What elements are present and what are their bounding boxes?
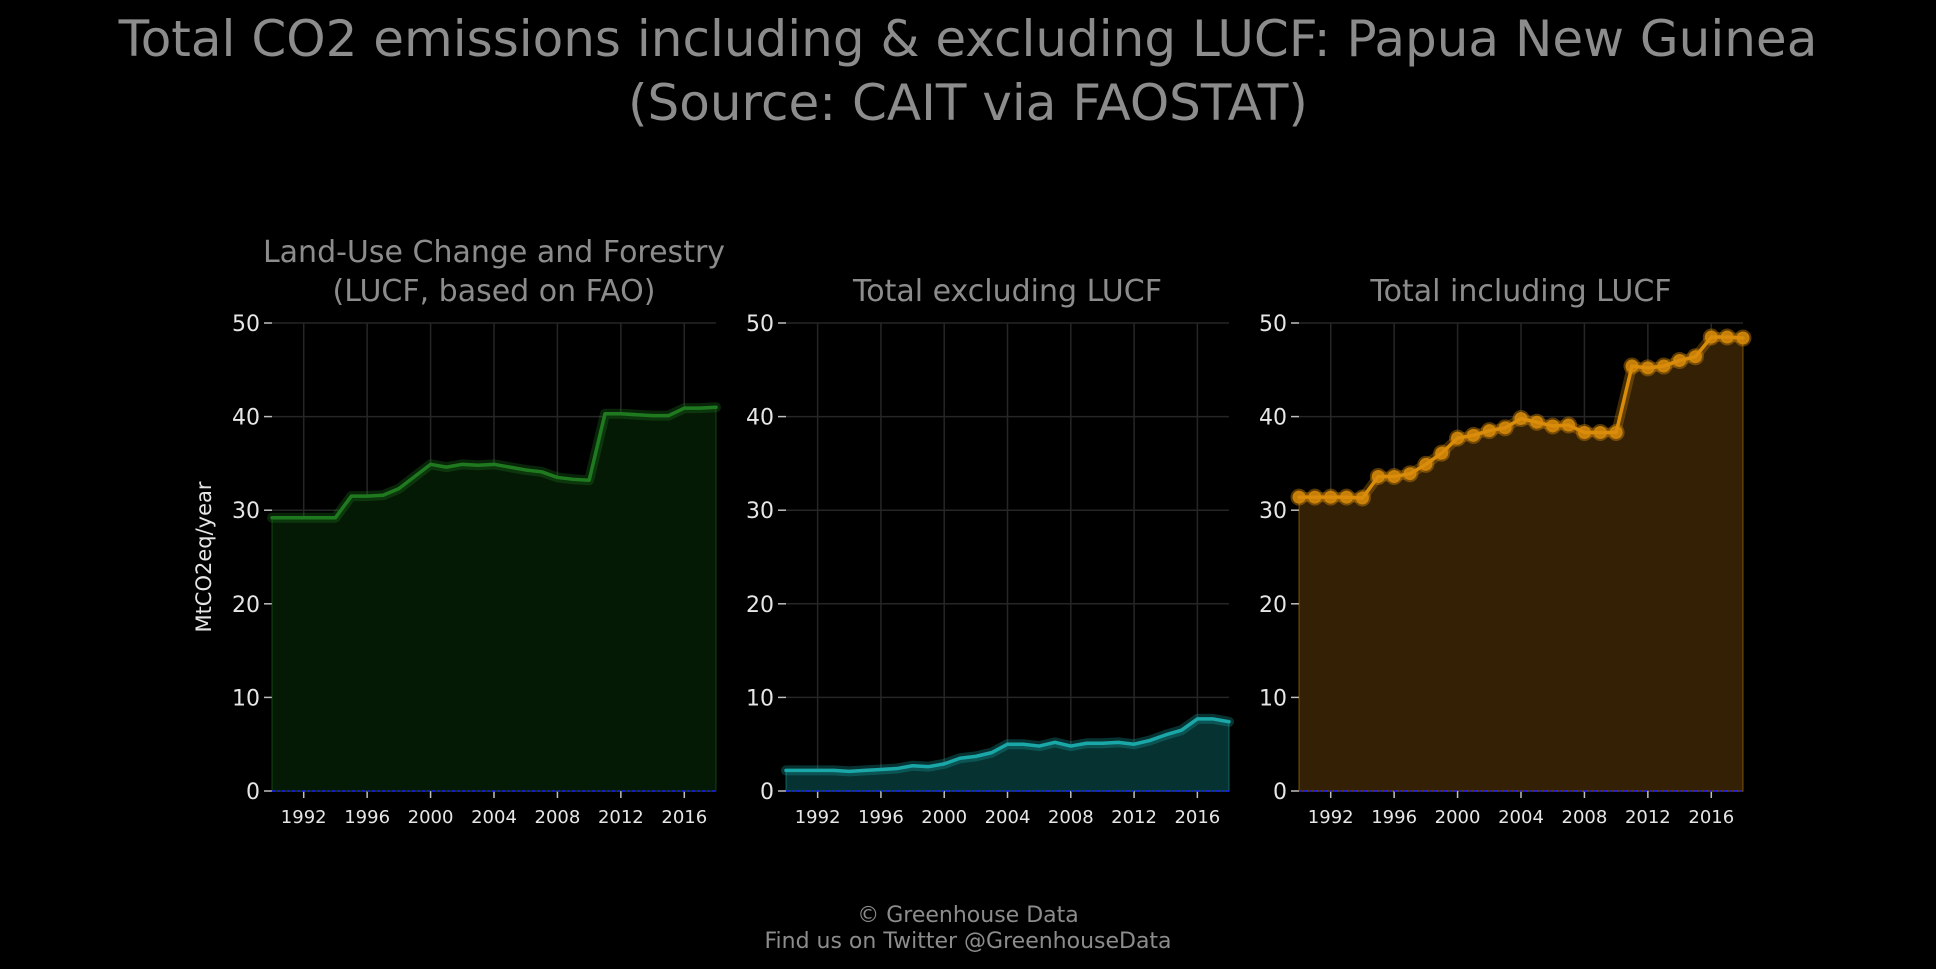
x-tick-label: 1992 bbox=[1308, 807, 1354, 828]
y-tick-label: 20 bbox=[746, 593, 774, 618]
data-point bbox=[1607, 424, 1625, 442]
y-tick-label: 20 bbox=[1259, 593, 1287, 618]
data-point bbox=[1623, 357, 1641, 375]
y-tick-label: 0 bbox=[760, 780, 774, 805]
data-point bbox=[1290, 488, 1308, 506]
data-point bbox=[1718, 328, 1736, 346]
y-tick-label: 10 bbox=[232, 686, 260, 711]
y-tick-label: 50 bbox=[746, 312, 774, 337]
y-tick-label: 30 bbox=[1259, 499, 1287, 524]
data-point bbox=[1734, 329, 1752, 347]
data-point bbox=[1480, 422, 1498, 440]
x-tick-label: 2000 bbox=[408, 807, 454, 828]
panel-title: Total including LUCF bbox=[1369, 274, 1671, 309]
y-tick-label: 20 bbox=[232, 593, 260, 618]
data-point bbox=[1322, 488, 1340, 506]
y-tick-label: 50 bbox=[1259, 312, 1287, 337]
data-point bbox=[1575, 424, 1593, 442]
data-point bbox=[1401, 465, 1419, 483]
data-point bbox=[1591, 424, 1609, 442]
x-tick-label: 2008 bbox=[1048, 807, 1094, 828]
data-point bbox=[1496, 419, 1514, 437]
x-tick-label: 2016 bbox=[1174, 807, 1220, 828]
x-tick-label: 1992 bbox=[281, 807, 327, 828]
data-point bbox=[1369, 468, 1387, 486]
y-tick-label: 40 bbox=[746, 406, 774, 431]
data-point bbox=[1655, 357, 1673, 375]
panel-total-including-lucf: 0 10 20 30 40 50 1992 1996 2000 2004 2008 2012 2016 T… bbox=[1259, 274, 1752, 828]
panel-title: (LUCF, based on FAO) bbox=[333, 274, 656, 309]
x-tick-label: 1996 bbox=[858, 807, 904, 828]
y-tick-label: 50 bbox=[232, 312, 260, 337]
y-tick-label: 30 bbox=[232, 499, 260, 524]
data-point bbox=[1702, 328, 1720, 346]
x-tick-label: 2012 bbox=[1111, 807, 1157, 828]
panel-title: Land-Use Change and Forestry bbox=[263, 235, 725, 270]
main-title-line-2: (Source: CAIT via FAOSTAT) bbox=[628, 74, 1308, 132]
x-tick-label: 2008 bbox=[1562, 807, 1608, 828]
data-point bbox=[1353, 489, 1371, 507]
y-tick-label: 10 bbox=[1259, 686, 1287, 711]
y-tick-label: 40 bbox=[1259, 406, 1287, 431]
data-point bbox=[1639, 359, 1657, 377]
data-point bbox=[1417, 455, 1435, 473]
data-point bbox=[1338, 488, 1356, 506]
main-title-line-1: Total CO2 emissions including & excludin… bbox=[118, 10, 1818, 68]
y-tick-label: 10 bbox=[746, 686, 774, 711]
data-point bbox=[1449, 429, 1467, 447]
x-tick-label: 2008 bbox=[535, 807, 581, 828]
panel-title: Total excluding LUCF bbox=[852, 274, 1162, 309]
data-point bbox=[1433, 444, 1451, 462]
y-tick-label: 0 bbox=[1273, 780, 1287, 805]
data-point bbox=[1528, 413, 1546, 431]
x-tick-label: 2004 bbox=[471, 807, 517, 828]
x-tick-label: 2012 bbox=[1625, 807, 1671, 828]
x-tick-label: 2012 bbox=[598, 807, 644, 828]
x-tick-label: 1996 bbox=[344, 807, 390, 828]
data-point bbox=[1512, 409, 1530, 427]
footer-twitter: Find us on Twitter @GreenhouseData bbox=[764, 929, 1171, 954]
data-point bbox=[1464, 426, 1482, 444]
data-point bbox=[1306, 488, 1324, 506]
data-point bbox=[1385, 468, 1403, 486]
y-axis-label: MtCO2eq/year bbox=[192, 481, 216, 632]
series-line bbox=[270, 405, 718, 520]
data-point bbox=[1686, 348, 1704, 366]
y-tick-label: 0 bbox=[246, 780, 260, 805]
x-tick-label: 2000 bbox=[921, 807, 967, 828]
x-tick-label: 2004 bbox=[985, 807, 1031, 828]
y-tick-label: 30 bbox=[746, 499, 774, 524]
panel-lucf: 0 10 20 30 40 50 1992 1996 2000 2004 2008 2012 2016 L… bbox=[192, 235, 725, 828]
data-point bbox=[1671, 351, 1689, 369]
y-tick-label: 40 bbox=[232, 406, 260, 431]
footer-copyright: © Greenhouse Data bbox=[857, 903, 1078, 928]
data-point bbox=[1544, 417, 1562, 435]
data-point bbox=[1560, 416, 1578, 434]
panel-total-excluding-lucf: 0 10 20 30 40 50 1992 1996 2000 2004 2008 2012 2016 T… bbox=[746, 274, 1234, 828]
x-tick-label: 1996 bbox=[1371, 807, 1417, 828]
x-tick-label: 2016 bbox=[661, 807, 707, 828]
x-tick-label: 2016 bbox=[1688, 807, 1734, 828]
x-tick-label: 1992 bbox=[795, 807, 841, 828]
series-line bbox=[784, 717, 1231, 774]
x-tick-label: 2004 bbox=[1498, 807, 1544, 828]
x-tick-label: 2000 bbox=[1435, 807, 1481, 828]
